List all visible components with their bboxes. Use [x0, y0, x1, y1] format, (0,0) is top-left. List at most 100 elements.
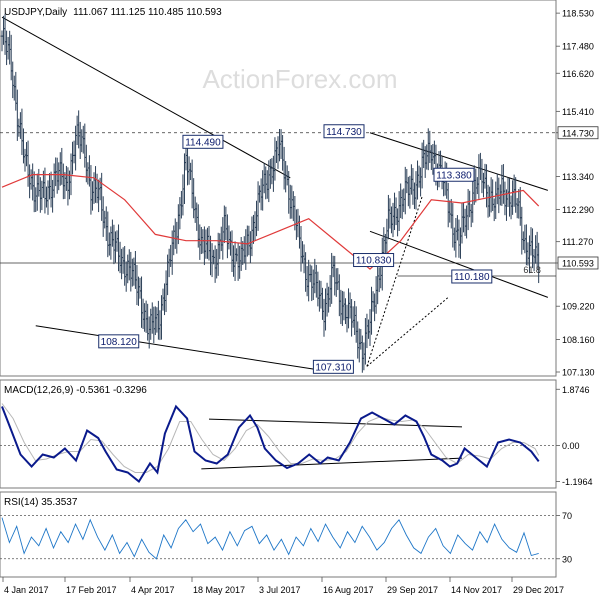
tick-label: 30	[562, 554, 572, 564]
tick-label: 3 Jul 2017	[259, 585, 301, 595]
tick-label: 109.220	[562, 302, 595, 312]
price-axis-tick: 109.220	[556, 302, 595, 312]
tick-label: 116.620	[562, 69, 594, 79]
rsi-panel: RSI(14) 35.3537	[0, 491, 557, 578]
price-label-107310: 107.310	[312, 359, 354, 374]
tick-label: 18 May 2017	[193, 585, 245, 595]
price-axis-tick: 117.480	[556, 42, 594, 52]
tick-label: 29 Dec 2017	[513, 585, 564, 595]
tick-label: 118.530	[562, 9, 594, 19]
price-axis-tick: 112.290	[556, 205, 594, 215]
macd-trendline-0	[208, 418, 463, 428]
ohlc-values: 111.067 111.125 110.485 110.593	[73, 7, 222, 18]
price-label-text: 114.490	[185, 137, 221, 148]
price-label-110180: 110.180	[451, 269, 493, 284]
tick-label: 4 Jan 2017	[4, 585, 49, 595]
macd-panel: MACD(12,26,9) -0.5361 -0.3296	[0, 379, 557, 489]
moving-average-line	[1, 174, 540, 270]
tick-label: 16 Aug 2017	[323, 585, 374, 595]
tick-label: -1.1964	[562, 477, 593, 487]
price-label-text: 114.730	[326, 127, 362, 138]
price-trendline-2	[369, 132, 549, 191]
price-axis-tick: 108.160	[556, 335, 595, 345]
tick-label: 112.290	[562, 205, 594, 215]
rsi-title: RSI(14) 35.3537	[4, 497, 78, 508]
tick-label: 107.130	[562, 368, 595, 378]
time-axis-tick: 29 Dec 2017	[511, 577, 564, 595]
tick-label: 110.593	[562, 258, 594, 268]
price-axis-tick: 116.620	[556, 69, 594, 79]
price-axis-tick: 114.730	[556, 126, 599, 140]
price-label-box	[451, 269, 493, 284]
macd-line	[1, 404, 540, 483]
macd-signal-line	[1, 403, 540, 473]
price-label-text: 110.180	[454, 272, 490, 283]
macd-axis-tick: 1.8746	[556, 385, 590, 395]
time-axis-tick: 17 Feb 2017	[64, 577, 117, 595]
price-panel: ActionForex.com USDJPY,Daily 111.067 111.…	[0, 0, 557, 377]
time-axis-tick: 18 May 2017	[191, 577, 245, 595]
price-trendline-1	[35, 325, 318, 371]
tick-label: 115.410	[562, 107, 594, 117]
price-label-114730: 114.730	[323, 124, 365, 139]
tick-label: 4 Apr 2017	[131, 585, 175, 595]
price-bars	[0, 13, 540, 373]
tick-label: 114.730	[562, 128, 594, 138]
tick-label: 1.8746	[562, 385, 590, 395]
rsi-levels	[0, 515, 556, 560]
price-annotations: 114.490 114.730 113.380 110.830 110.180 108.1…	[98, 124, 541, 374]
time-axis-tick: 16 Aug 2017	[321, 577, 374, 595]
tick-label: 113.340	[562, 172, 594, 182]
rsi-axis-tick: 70	[556, 511, 572, 521]
price-trendline-4	[366, 297, 449, 367]
tick-label: 17 Feb 2017	[66, 585, 117, 595]
macd-title: MACD(12,26,9) -0.5361 -0.3296	[4, 385, 147, 396]
price-label-text: 61.8	[523, 265, 541, 275]
price-label-113380: 113.380	[433, 167, 475, 182]
tick-label: 108.160	[562, 335, 595, 345]
tick-label: 117.480	[562, 42, 594, 52]
price-axis: 118.530 117.480 116.620 115.410 114.730 113.3…	[556, 9, 599, 378]
rsi-axis-tick: 30	[556, 554, 572, 564]
price-label-text: 110.830	[356, 256, 392, 267]
price-label-box	[182, 134, 224, 149]
tick-label: 0.00	[562, 441, 580, 451]
macd-axis-tick: -1.1964	[556, 477, 593, 487]
symbol-label: USDJPY,Daily 111.067 111.125 110.485 110.…	[4, 7, 222, 18]
tick-box	[557, 256, 599, 270]
macd-trendline-1	[201, 457, 463, 470]
time-axis-tick: 4 Apr 2017	[129, 577, 175, 595]
price-axis-tick: 113.340	[556, 172, 594, 182]
macd-trendlines	[201, 418, 463, 470]
rsi-axis: 70 30	[556, 511, 572, 564]
price-label-text: 113.380	[436, 170, 472, 181]
price-axis-tick: 107.130	[556, 368, 595, 378]
rsi-line	[1, 517, 539, 560]
price-axis-tick: 110.593	[556, 256, 599, 270]
rsi-panel-frame	[0, 491, 557, 578]
watermark: ActionForex.com	[202, 64, 397, 94]
price-label-box	[353, 253, 395, 268]
time-axis-tick: 3 Jul 2017	[257, 577, 301, 595]
macd-panel-frame	[0, 379, 557, 489]
price-label-text: 107.310	[315, 362, 352, 373]
time-axis: 4 Jan 2017 17 Feb 2017 4 Apr 2017 18 May 20…	[2, 577, 564, 595]
tick-label: 111.270	[562, 237, 593, 247]
price-label-110830: 110.830	[353, 253, 395, 268]
tick-label: 14 Nov 2017	[451, 585, 502, 595]
price-trendline-0	[1, 16, 291, 179]
price-axis-tick: 111.270	[556, 237, 593, 247]
tick-box	[557, 126, 599, 140]
price-label-text: 108.120	[101, 337, 138, 348]
macd-axis-tick: 0.00	[556, 441, 580, 451]
price-label-box	[98, 334, 140, 349]
price-label-box	[312, 359, 354, 374]
price-axis-tick: 118.530	[556, 9, 594, 19]
time-axis-tick: 29 Sep 2017	[385, 577, 438, 595]
symbol-name: USDJPY,Daily	[4, 7, 67, 18]
price-label-box	[323, 124, 365, 139]
price-label-114490: 114.490	[182, 134, 224, 149]
price-label-108120: 108.120	[98, 334, 140, 349]
time-axis-tick: 4 Jan 2017	[2, 577, 49, 595]
